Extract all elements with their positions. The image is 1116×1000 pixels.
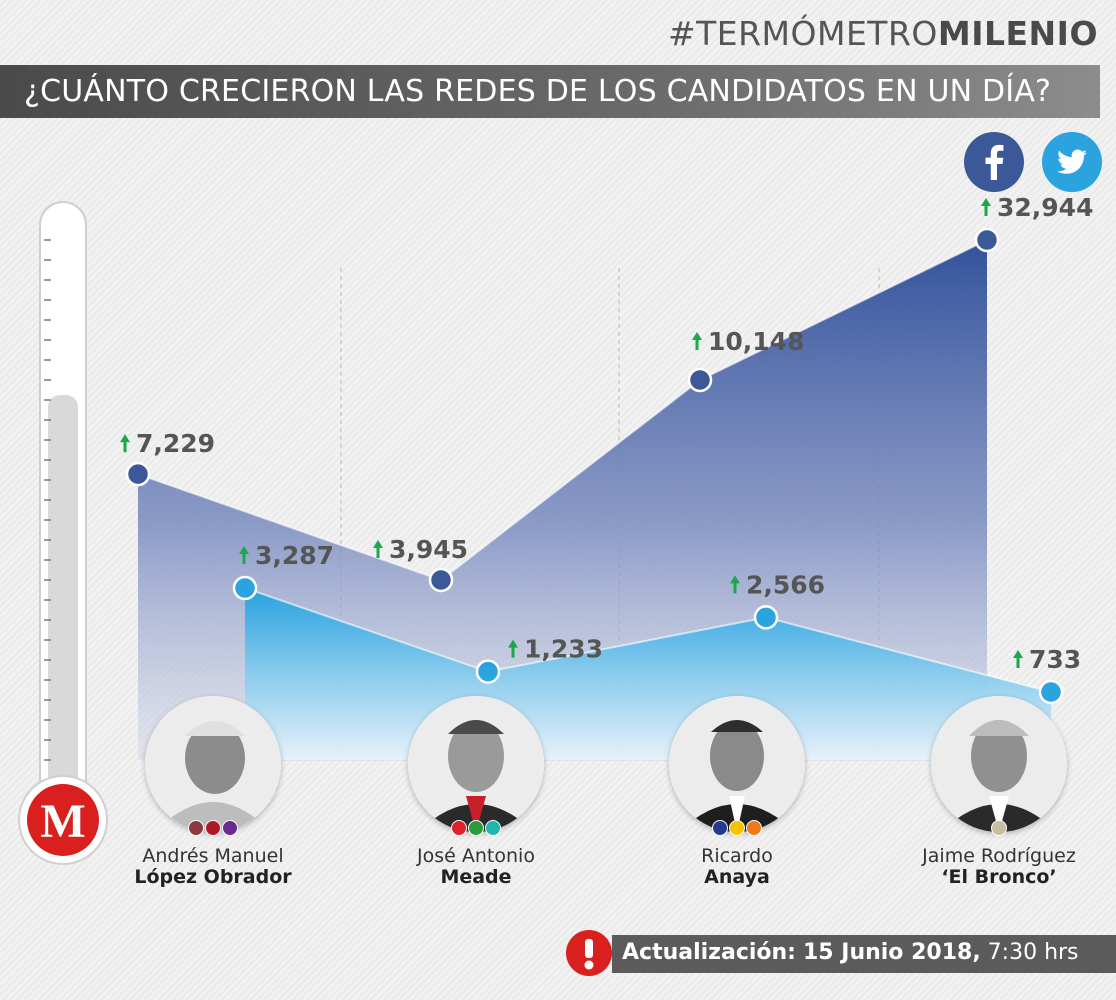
twitter-point [232, 575, 258, 601]
facebook-point [687, 367, 713, 393]
candidate-first-name: Ricardo [701, 845, 773, 867]
facebook-value-label: 32,944 [981, 193, 1093, 222]
twitter-point [1038, 679, 1064, 705]
up-arrow-icon [692, 332, 702, 350]
party-dot [222, 820, 238, 836]
candidate-meade: José Antonio Meade [356, 696, 596, 888]
facebook-icon [964, 132, 1024, 192]
up-arrow-icon [120, 434, 130, 453]
twitter-value-label: 2,566 [730, 570, 825, 599]
hashtag-bold: MILENIO [937, 14, 1098, 53]
update-date: 15 Junio 2018, [802, 940, 981, 965]
candidate-first-name: Andrés Manuel [142, 845, 284, 867]
candidate-photo [145, 696, 281, 832]
up-arrow-icon [1013, 650, 1023, 668]
party-dots [451, 820, 501, 836]
update-bar [612, 935, 1116, 973]
party-dot [485, 820, 501, 836]
party-dot [729, 820, 745, 836]
candidate-first-name: Jaime Rodríguez [922, 845, 1076, 867]
party-dot [451, 820, 467, 836]
up-arrow-icon [981, 198, 991, 216]
party-dot [468, 820, 484, 836]
title-banner: ¿CUÁNTO CRECIERON LAS REDES DE LOS CANDI… [0, 65, 1100, 118]
party-dots [188, 820, 238, 836]
candidate-anaya: Ricardo Anaya [617, 696, 857, 888]
party-dot [188, 820, 204, 836]
twitter-point [475, 659, 501, 684]
twitter-value-label: 1,233 [508, 635, 603, 664]
facebook-point [428, 567, 454, 593]
candidate-el-bronco: Jaime Rodríguez ‘El Bronco’ [879, 696, 1116, 888]
twitter-point [753, 605, 779, 630]
facebook-value-text: 3,945 [389, 535, 468, 564]
up-arrow-icon [373, 540, 383, 558]
facebook-value-label: 3,945 [373, 535, 468, 564]
candidate-lopez-obrador: Andrés Manuel López Obrador [93, 696, 333, 888]
update-time: 7:30 hrs [987, 940, 1079, 965]
facebook-line [137, 239, 988, 582]
candidate-first-name: José Antonio [417, 845, 535, 867]
up-arrow-icon [239, 546, 249, 564]
candidate-last-name: ‘El Bronco’ [941, 866, 1057, 888]
thermometer-graphic: M [18, 201, 108, 865]
party-dots [712, 820, 762, 836]
twitter-value-text: 1,233 [524, 635, 603, 664]
twitter-value-text: 2,566 [746, 570, 825, 599]
facebook-point [974, 227, 1000, 253]
candidate-last-name: López Obrador [134, 866, 292, 888]
party-dot [746, 820, 762, 836]
candidate-photo [931, 696, 1067, 832]
twitter-value-text: 733 [1029, 645, 1081, 674]
twitter-value-text: 3,287 [255, 541, 334, 570]
twitter-value-label: 3,287 [239, 541, 334, 570]
candidate-last-name: Meade [440, 866, 512, 888]
hashtag-title: #TERMÓMETROMILENIO [668, 14, 1098, 53]
page-title: ¿CUÁNTO CRECIERON LAS REDES DE LOS CANDI… [24, 74, 1052, 109]
party-dot [712, 820, 728, 836]
update-label: Actualización: [622, 940, 796, 965]
party-dot [205, 820, 221, 836]
alert-icon [566, 930, 612, 976]
twitter-line [244, 587, 1052, 693]
twitter-value-label: 733 [1013, 645, 1081, 674]
facebook-value-text: 32,944 [997, 193, 1093, 222]
candidate-last-name: Anaya [704, 866, 770, 888]
facebook-point [125, 461, 151, 487]
facebook-value-label: 7,229 [120, 429, 215, 458]
candidate-photo [408, 696, 544, 832]
facebook-value-text: 7,229 [136, 429, 215, 458]
hashtag-light: #TERMÓMETRO [667, 14, 938, 53]
up-arrow-icon [508, 639, 518, 658]
twitter-icon [1042, 132, 1102, 192]
party-dot [991, 820, 1007, 836]
party-dots [991, 820, 1007, 836]
candidate-photo [669, 696, 805, 832]
facebook-value-label: 10,148 [692, 327, 804, 356]
svg-text:M: M [40, 795, 85, 848]
up-arrow-icon [730, 575, 740, 594]
facebook-value-text: 10,148 [708, 327, 804, 356]
